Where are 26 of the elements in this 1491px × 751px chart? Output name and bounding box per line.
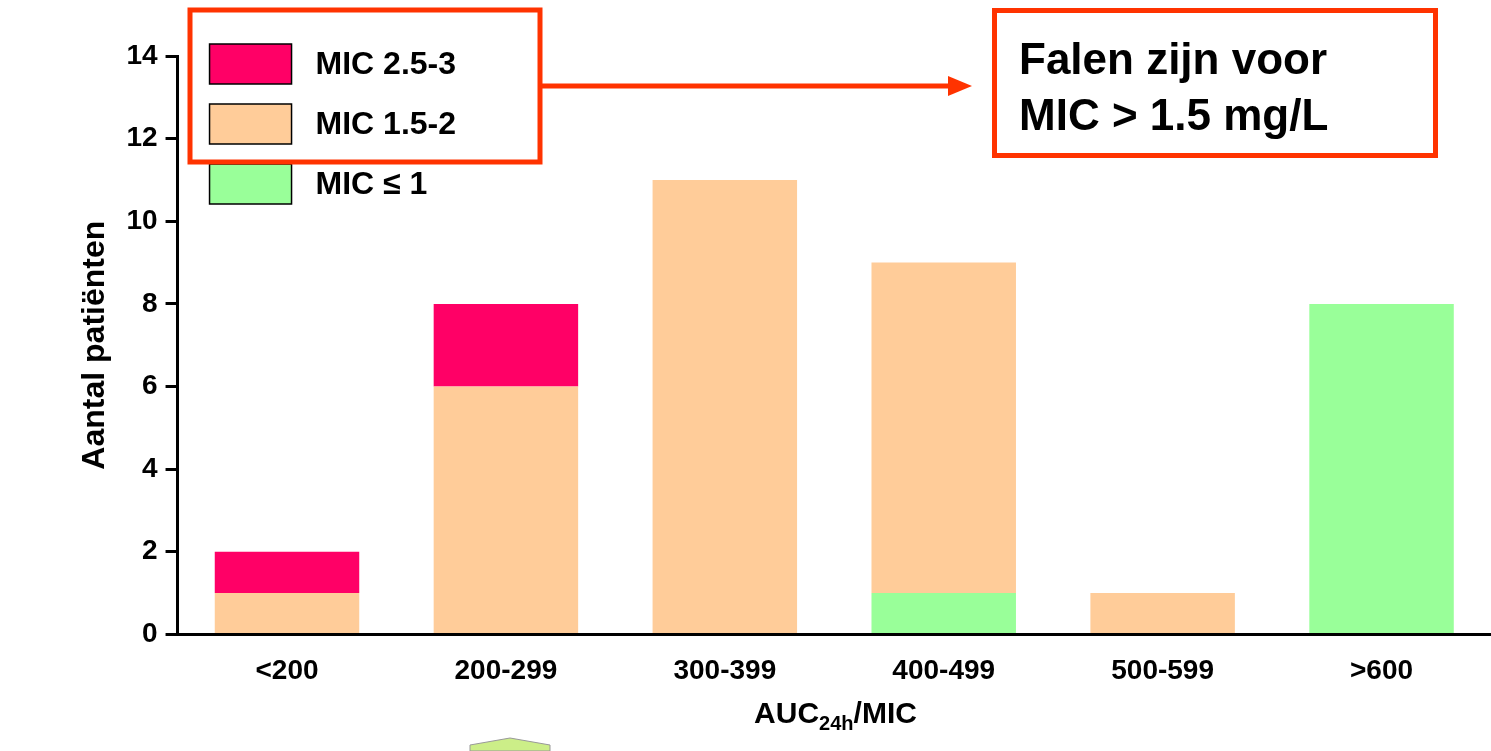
x-tick-label: 300-399 (673, 653, 777, 685)
x-tick-label: >600 (1350, 653, 1414, 685)
y-tick-label: 12 (126, 121, 158, 153)
y-tick-label: 2 (141, 534, 158, 566)
bar (871, 593, 1016, 633)
y-tick-label: 8 (141, 286, 158, 318)
y-tick-label: 4 (141, 451, 158, 483)
x-axis-title: AUC$_{24h}$/MIC (753, 696, 918, 735)
x-tick-label: 500-599 (1111, 653, 1215, 685)
legend-label: MIC 1.5-2 (315, 104, 457, 141)
y-axis-title: Aantal patiënten (75, 220, 112, 470)
annotation: Falen zijn voor MIC > 1.5 mg/L (992, 8, 1438, 158)
bar (1090, 593, 1235, 633)
y-tick-label: 10 (126, 203, 158, 235)
legend-label: MIC ≤ 1 (315, 164, 428, 201)
bar (1309, 303, 1454, 633)
y-tick-label: 14 (126, 38, 158, 70)
y-tick-label: 6 (141, 369, 158, 401)
x-tick-label: <200 (255, 653, 319, 685)
x-tick-label: 200-299 (454, 653, 558, 685)
x-tick-label: 400-499 (892, 653, 996, 685)
y-tick-label: 0 (141, 617, 158, 649)
bar (433, 386, 579, 633)
legend-label: MIC 2.5-3 (315, 44, 457, 81)
bar (652, 179, 798, 633)
bar (214, 593, 360, 633)
